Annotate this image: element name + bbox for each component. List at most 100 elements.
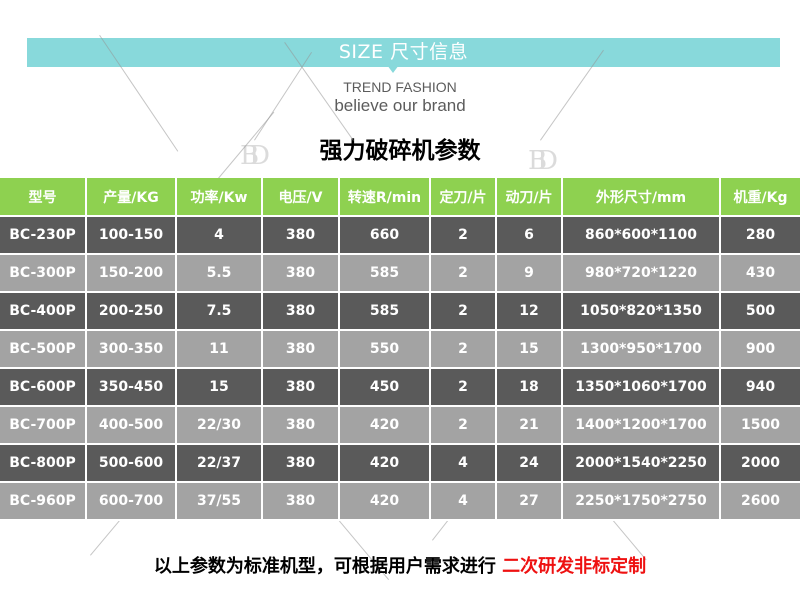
cell-output: 400-500 bbox=[85, 405, 177, 445]
note-text: 以上参数为标准机型，可根据用户需求进行 bbox=[153, 556, 503, 577]
cell-power: 4 bbox=[175, 215, 263, 255]
cell-speed: 660 bbox=[338, 215, 431, 255]
cell-model: BC-500P bbox=[0, 329, 87, 369]
cell-dimensions: 860*600*1100 bbox=[561, 215, 721, 255]
col-header-model: 型号 bbox=[0, 178, 87, 217]
cell-speed: 420 bbox=[338, 481, 431, 521]
cell-voltage: 380 bbox=[261, 253, 340, 293]
cell-power: 11 bbox=[175, 329, 263, 369]
col-header-voltage: 电压/V bbox=[261, 178, 340, 217]
watermark-logo-icon: BD bbox=[528, 146, 558, 176]
cell-model: BC-230P bbox=[0, 215, 87, 255]
table-row: BC-960P 600-700 37/55 380 420 4 27 2250*… bbox=[0, 481, 800, 521]
cell-output: 500-600 bbox=[85, 443, 177, 483]
cell-fixed-blades: 2 bbox=[429, 291, 497, 331]
cell-weight: 500 bbox=[719, 291, 800, 331]
size-banner: SIZE 尺寸信息 bbox=[27, 38, 780, 67]
cell-dimensions: 2000*1540*2250 bbox=[561, 443, 721, 483]
cell-moving-blades: 27 bbox=[495, 481, 563, 521]
table-row: BC-600P 350-450 15 380 450 2 18 1350*106… bbox=[0, 367, 800, 407]
col-header-fixed-blades: 定刀/片 bbox=[429, 178, 497, 217]
cell-dimensions: 1350*1060*1700 bbox=[561, 367, 721, 407]
cell-speed: 585 bbox=[338, 253, 431, 293]
cell-fixed-blades: 4 bbox=[429, 481, 497, 521]
cell-dimensions: 2250*1750*2750 bbox=[561, 481, 721, 521]
banner-pointer-icon bbox=[387, 65, 399, 73]
footer-note: 以上参数为标准机型，可根据用户需求进行 二次研发非标定制 bbox=[0, 552, 800, 578]
cell-output: 200-250 bbox=[85, 291, 177, 331]
col-header-power: 功率/Kw bbox=[175, 178, 263, 217]
col-header-weight: 机重/Kg bbox=[719, 178, 800, 217]
cell-fixed-blades: 4 bbox=[429, 443, 497, 483]
cell-weight: 2000 bbox=[719, 443, 800, 483]
cell-speed: 550 bbox=[338, 329, 431, 369]
cell-voltage: 380 bbox=[261, 443, 340, 483]
cell-fixed-blades: 2 bbox=[429, 215, 497, 255]
watermark-logo-icon: BD bbox=[240, 141, 270, 171]
table-row: BC-230P 100-150 4 380 660 2 6 860*600*11… bbox=[0, 215, 800, 255]
cell-moving-blades: 6 bbox=[495, 215, 563, 255]
page-title: 强力破碎机参数 bbox=[319, 138, 481, 164]
cell-output: 100-150 bbox=[85, 215, 177, 255]
table-row: BC-700P 400-500 22/30 380 420 2 21 1400*… bbox=[0, 405, 800, 445]
cell-dimensions: 980*720*1220 bbox=[561, 253, 721, 293]
cell-speed: 420 bbox=[338, 405, 431, 445]
cell-weight: 2600 bbox=[719, 481, 800, 521]
cell-moving-blades: 9 bbox=[495, 253, 563, 293]
cell-weight: 430 bbox=[719, 253, 800, 293]
tagline-trend: TREND FASHION bbox=[343, 79, 457, 95]
cell-weight: 1500 bbox=[719, 405, 800, 445]
cell-power: 7.5 bbox=[175, 291, 263, 331]
tagline-believe: believe our brand bbox=[334, 96, 466, 115]
cell-moving-blades: 12 bbox=[495, 291, 563, 331]
note-highlight: 二次研发非标定制 bbox=[502, 556, 647, 577]
cell-power: 15 bbox=[175, 367, 263, 407]
cell-output: 300-350 bbox=[85, 329, 177, 369]
cell-output: 600-700 bbox=[85, 481, 177, 521]
cell-weight: 940 bbox=[719, 367, 800, 407]
table-row: BC-800P 500-600 22/37 380 420 4 24 2000*… bbox=[0, 443, 800, 483]
cell-moving-blades: 21 bbox=[495, 405, 563, 445]
cell-voltage: 380 bbox=[261, 405, 340, 445]
cell-output: 350-450 bbox=[85, 367, 177, 407]
cell-voltage: 380 bbox=[261, 367, 340, 407]
cell-dimensions: 1400*1200*1700 bbox=[561, 405, 721, 445]
table-row: BC-500P 300-350 11 380 550 2 15 1300*950… bbox=[0, 329, 800, 369]
spec-table: 型号 产量/KG 功率/Kw 电压/V 转速R/min 定刀/片 动刀/片 外形… bbox=[0, 178, 800, 521]
banner-title: SIZE 尺寸信息 bbox=[338, 41, 469, 63]
cell-voltage: 380 bbox=[261, 481, 340, 521]
cell-fixed-blades: 2 bbox=[429, 367, 497, 407]
cell-moving-blades: 15 bbox=[495, 329, 563, 369]
cell-voltage: 380 bbox=[261, 329, 340, 369]
cell-model: BC-800P bbox=[0, 443, 87, 483]
cell-voltage: 380 bbox=[261, 291, 340, 331]
col-header-speed: 转速R/min bbox=[338, 178, 431, 217]
cell-power: 5.5 bbox=[175, 253, 263, 293]
cell-model: BC-400P bbox=[0, 291, 87, 331]
cell-power: 22/37 bbox=[175, 443, 263, 483]
cell-dimensions: 1050*820*1350 bbox=[561, 291, 721, 331]
col-header-output: 产量/KG bbox=[85, 178, 177, 217]
cell-fixed-blades: 2 bbox=[429, 405, 497, 445]
cell-weight: 900 bbox=[719, 329, 800, 369]
cell-speed: 450 bbox=[338, 367, 431, 407]
cell-power: 37/55 bbox=[175, 481, 263, 521]
cell-model: BC-700P bbox=[0, 405, 87, 445]
cell-fixed-blades: 2 bbox=[429, 329, 497, 369]
cell-fixed-blades: 2 bbox=[429, 253, 497, 293]
cell-dimensions: 1300*950*1700 bbox=[561, 329, 721, 369]
cell-weight: 280 bbox=[719, 215, 800, 255]
col-header-moving-blades: 动刀/片 bbox=[495, 178, 563, 217]
cell-voltage: 380 bbox=[261, 215, 340, 255]
cell-model: BC-600P bbox=[0, 367, 87, 407]
table-header-row: 型号 产量/KG 功率/Kw 电压/V 转速R/min 定刀/片 动刀/片 外形… bbox=[0, 178, 800, 217]
cell-moving-blades: 18 bbox=[495, 367, 563, 407]
cell-model: BC-300P bbox=[0, 253, 87, 293]
table-row: BC-300P 150-200 5.5 380 585 2 9 980*720*… bbox=[0, 253, 800, 293]
table-row: BC-400P 200-250 7.5 380 585 2 12 1050*82… bbox=[0, 291, 800, 331]
col-header-dimensions: 外形尺寸/mm bbox=[561, 178, 721, 217]
cell-output: 150-200 bbox=[85, 253, 177, 293]
cell-speed: 420 bbox=[338, 443, 431, 483]
cell-model: BC-960P bbox=[0, 481, 87, 521]
cell-moving-blades: 24 bbox=[495, 443, 563, 483]
